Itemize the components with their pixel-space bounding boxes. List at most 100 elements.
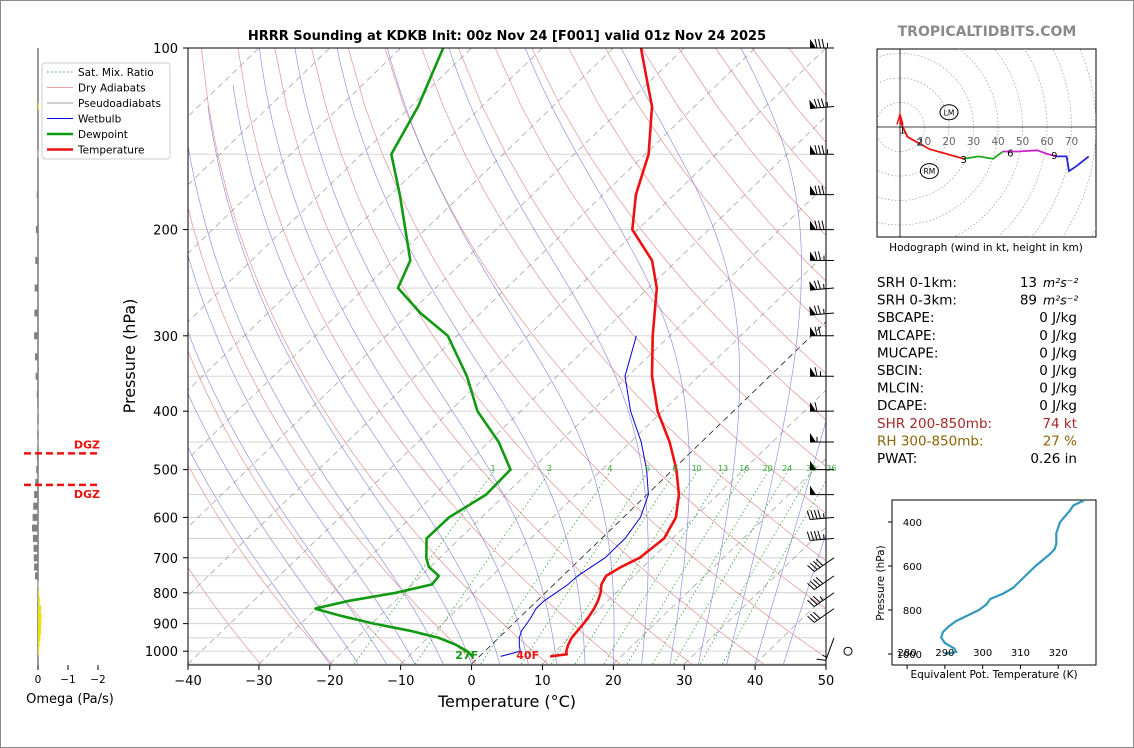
- dry-adiabat-line: [568, 48, 826, 374]
- surface-temperature-label: 40F: [516, 649, 539, 662]
- param-value: 0.26 in: [1030, 451, 1077, 467]
- y-tick-label: 800: [153, 587, 178, 602]
- isotherm-line: [471, 321, 826, 665]
- hodograph-ring-label: 60: [1040, 136, 1053, 148]
- pseudoadiabat-line: [258, 48, 529, 665]
- mixing-ratio-line: [603, 469, 726, 665]
- pressure-ticks: 100 200 300 400 500 600 700 800 900 1000: [145, 42, 188, 660]
- wind-barb-staff: [810, 516, 835, 520]
- isotherm-line: [188, 48, 826, 665]
- omega-bar: [35, 478, 38, 486]
- pseudoadiabat-line: [754, 419, 826, 665]
- wind-barb-full: [806, 510, 811, 520]
- omega-bar: [38, 641, 40, 649]
- hodograph-panel: 10 20 30 40 50 60 70 12 3 6 9 LM RM Hodograph (win…: [876, 48, 1097, 254]
- hodograph-height-label: 2: [916, 138, 922, 149]
- wind-barb-full: [813, 98, 818, 109]
- legend-label: Dry Adiabats: [78, 83, 146, 95]
- theta-e-y-tick-label: 800: [903, 606, 922, 617]
- wind-barb-full: [814, 220, 818, 230]
- isotherms: [188, 48, 826, 665]
- omega-bar: [35, 353, 38, 361]
- wind-barb-full: [814, 38, 818, 49]
- mixing-ratio-label: 20: [763, 464, 773, 473]
- x-axis-label: Temperature (°C): [437, 692, 576, 711]
- wind-barb-full: [813, 530, 818, 540]
- isotherm-line: [400, 252, 826, 665]
- wind-barb-full: [818, 145, 821, 155]
- mixing-ratio-label: 24: [782, 464, 792, 473]
- y-tick-label: 700: [153, 552, 178, 567]
- legend-box: [41, 62, 171, 160]
- omega-bar: [38, 103, 39, 110]
- omega-bar: [38, 627, 41, 635]
- wind-barb-staff: [810, 537, 835, 541]
- isotherm-line: [329, 184, 826, 665]
- isotherm-line: [188, 48, 756, 597]
- wind-barb-full: [818, 251, 821, 261]
- theta-e-y-tick-label: 1000: [897, 650, 922, 661]
- y-tick-label: 900: [153, 618, 178, 633]
- wind-barb-full: [810, 531, 815, 541]
- mixing-ratio-line: [353, 469, 496, 665]
- mixing-ratio-line: [721, 480, 826, 665]
- omega-bar: [38, 605, 41, 613]
- wind-barb-staff: [814, 557, 835, 572]
- dry-adiabat-line: [237, 48, 621, 665]
- hodograph-ring-label: 40: [991, 136, 1004, 148]
- omega-bar: [36, 390, 38, 398]
- wind-barb-flag: [810, 185, 816, 195]
- wind-barb-full: [807, 583, 815, 590]
- param-label: PWAT:: [877, 451, 917, 467]
- omega-axis-label: Omega (Pa/s): [26, 692, 114, 707]
- x-tick-label: 40: [747, 674, 764, 689]
- x-tick-label: 50: [818, 674, 835, 689]
- omega-bar: [37, 438, 39, 446]
- storm-motion-markers: LM RM: [896, 104, 959, 180]
- param-value: 0 J/kg: [1039, 381, 1077, 397]
- mixing-ratio-label: 2: [547, 464, 552, 473]
- hodograph-height-labels: 12 3 6 9: [899, 125, 1057, 165]
- theta-e-frame: [891, 499, 1097, 666]
- theta-e-y-tick-label: 400: [903, 518, 922, 529]
- hodograph-ring-label: 70: [1065, 136, 1078, 148]
- dry-adiabat-line: [311, 48, 764, 665]
- omega-bar: [38, 612, 42, 620]
- pseudoadiabat-line: [387, 48, 615, 665]
- param-value: 0 J/kg: [1039, 398, 1077, 414]
- wind-barb-full: [812, 595, 821, 603]
- pseudoadiabats: [188, 48, 826, 665]
- mixing-ratio-line: [574, 469, 699, 665]
- omega-bar: [33, 502, 38, 510]
- dry-adiabat-line: [458, 48, 826, 514]
- hodograph-segment: [1056, 155, 1090, 173]
- omega-tick-label: 0: [35, 674, 42, 686]
- wind-barb-full: [817, 280, 822, 290]
- rm-marker: [919, 163, 939, 180]
- hodograph-trace: [899, 117, 1090, 173]
- wind-barb-full: [814, 402, 818, 412]
- omega-bar: [38, 589, 39, 597]
- omega-bar: [36, 452, 38, 460]
- hodograph-ring-label: 20: [942, 136, 955, 148]
- skewt-plot: 1246810131620243036 −40−30−20−1001020304…: [41, 42, 836, 711]
- wind-barb-full: [815, 577, 824, 584]
- legend: Sat. Mix. Ratio Dry Adiabats Pseudoadiabat…: [41, 62, 171, 160]
- pseudoadiabat-line: [232, 84, 501, 665]
- omega-bar: [38, 620, 42, 628]
- wind-barb-full: [807, 564, 815, 572]
- isotherm-line: [188, 48, 685, 528]
- param-value: 0 J/kg: [1039, 345, 1077, 361]
- isotherm-line: [188, 48, 543, 391]
- wind-barb-flag: [809, 99, 817, 109]
- theta-e-x-tick-label: 320: [1049, 648, 1068, 659]
- wind-barb-flag: [810, 402, 816, 412]
- theta-e-y-tick-label: 600: [903, 562, 922, 573]
- omega-bar: [32, 524, 38, 532]
- wind-barb-flag: [810, 326, 816, 336]
- pseudoadiabat-line: [207, 106, 472, 665]
- omega-bar: [34, 332, 38, 340]
- pseudoadiabat-line: [448, 48, 649, 665]
- wind-barb-full: [821, 185, 825, 195]
- mixing-ratio-label: 13: [718, 464, 728, 473]
